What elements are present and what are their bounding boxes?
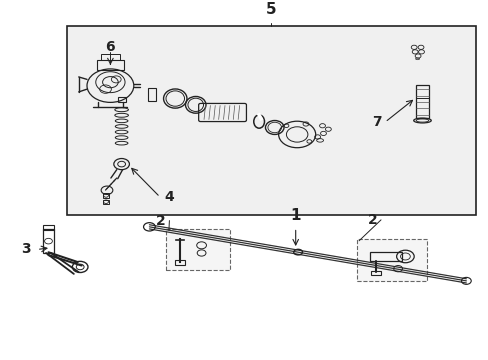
Text: 5: 5: [265, 2, 276, 17]
Bar: [148, 88, 156, 101]
Bar: [415, 85, 428, 118]
Text: 3: 3: [21, 243, 31, 256]
Text: 7: 7: [372, 115, 381, 129]
Text: 6: 6: [105, 40, 115, 54]
Bar: [370, 271, 380, 275]
Bar: [175, 260, 184, 265]
Bar: [103, 200, 109, 204]
Bar: [166, 229, 229, 270]
Bar: [118, 97, 125, 102]
Bar: [97, 59, 124, 70]
Bar: [66, 26, 475, 215]
Bar: [369, 252, 401, 261]
Text: 2: 2: [156, 213, 165, 228]
Text: 1: 1: [290, 208, 300, 223]
Text: 4: 4: [163, 190, 173, 204]
Bar: [43, 229, 54, 253]
Bar: [356, 239, 427, 281]
Bar: [103, 193, 109, 198]
Bar: [42, 225, 54, 230]
Text: 2: 2: [366, 213, 376, 227]
Bar: [101, 54, 120, 60]
